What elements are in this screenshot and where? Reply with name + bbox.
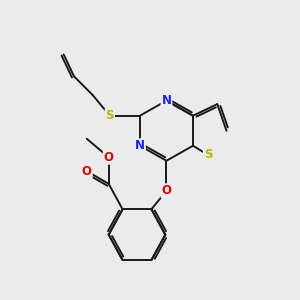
Text: N: N (161, 94, 172, 107)
Text: O: O (82, 165, 92, 178)
Text: S: S (106, 109, 114, 122)
Text: S: S (204, 148, 212, 161)
Text: O: O (104, 151, 114, 164)
Text: O: O (161, 184, 172, 197)
Text: N: N (135, 139, 145, 152)
